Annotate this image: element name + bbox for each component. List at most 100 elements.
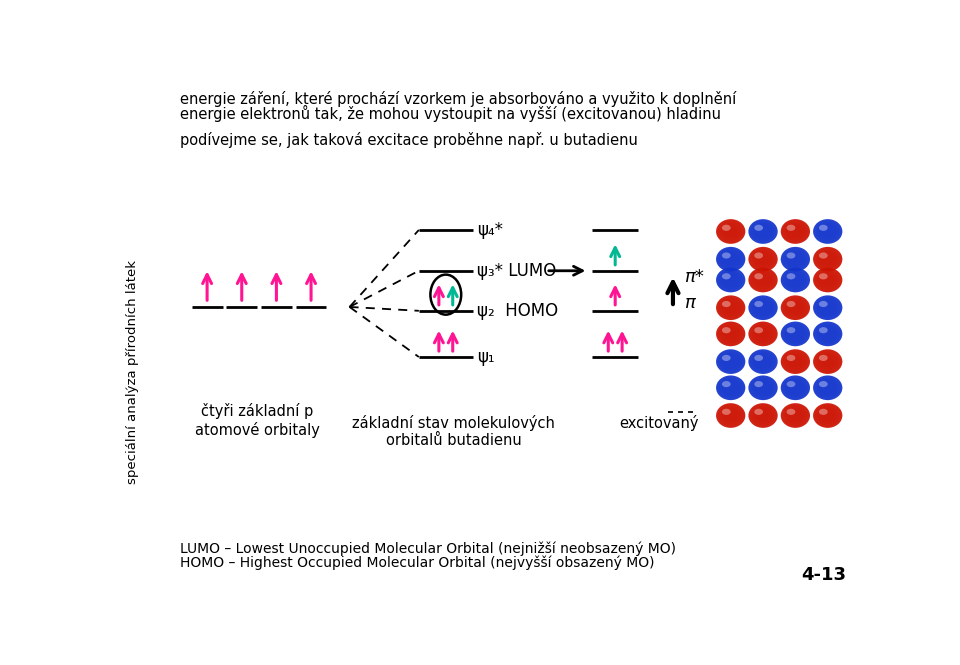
- Ellipse shape: [718, 297, 743, 319]
- Ellipse shape: [724, 274, 737, 286]
- Ellipse shape: [722, 381, 731, 387]
- Text: LUMO – Lowest Unoccupied Molecular Orbital (nejnižší neobsazený MO): LUMO – Lowest Unoccupied Molecular Orbit…: [180, 542, 676, 557]
- Ellipse shape: [725, 383, 736, 393]
- Ellipse shape: [821, 382, 834, 394]
- Text: 4-13: 4-13: [802, 566, 846, 584]
- Ellipse shape: [823, 384, 832, 392]
- Ellipse shape: [780, 376, 810, 400]
- Ellipse shape: [787, 409, 804, 422]
- Ellipse shape: [789, 329, 802, 339]
- Ellipse shape: [815, 351, 840, 372]
- Ellipse shape: [726, 276, 735, 284]
- Ellipse shape: [755, 355, 763, 361]
- Ellipse shape: [785, 251, 805, 267]
- Ellipse shape: [716, 219, 745, 244]
- Ellipse shape: [749, 403, 778, 428]
- Ellipse shape: [720, 250, 741, 268]
- Ellipse shape: [815, 269, 840, 291]
- Ellipse shape: [818, 251, 837, 267]
- Ellipse shape: [751, 351, 776, 372]
- Ellipse shape: [754, 272, 773, 288]
- Ellipse shape: [818, 407, 837, 424]
- Ellipse shape: [782, 405, 808, 426]
- Ellipse shape: [790, 412, 801, 420]
- Ellipse shape: [782, 323, 808, 344]
- Ellipse shape: [823, 255, 832, 263]
- Ellipse shape: [780, 295, 810, 320]
- Ellipse shape: [719, 249, 742, 269]
- Ellipse shape: [716, 322, 745, 346]
- Ellipse shape: [717, 350, 744, 373]
- Ellipse shape: [789, 275, 802, 285]
- Ellipse shape: [783, 406, 807, 426]
- Ellipse shape: [717, 404, 744, 427]
- Ellipse shape: [749, 219, 778, 244]
- Ellipse shape: [789, 227, 802, 237]
- Ellipse shape: [723, 301, 738, 315]
- Ellipse shape: [753, 271, 774, 289]
- Ellipse shape: [813, 403, 842, 428]
- Ellipse shape: [755, 252, 772, 267]
- Ellipse shape: [782, 269, 808, 291]
- Ellipse shape: [754, 223, 773, 239]
- Ellipse shape: [718, 221, 743, 242]
- Ellipse shape: [817, 325, 838, 343]
- Ellipse shape: [783, 352, 807, 372]
- Ellipse shape: [780, 376, 810, 400]
- Ellipse shape: [788, 274, 803, 286]
- Ellipse shape: [750, 350, 777, 373]
- Ellipse shape: [719, 324, 742, 344]
- Ellipse shape: [749, 322, 778, 346]
- Ellipse shape: [717, 220, 744, 243]
- Ellipse shape: [780, 403, 810, 428]
- Ellipse shape: [782, 221, 808, 242]
- Ellipse shape: [716, 376, 745, 400]
- Ellipse shape: [719, 378, 742, 398]
- Ellipse shape: [780, 268, 810, 293]
- Ellipse shape: [788, 410, 803, 421]
- Ellipse shape: [755, 273, 772, 287]
- Ellipse shape: [787, 327, 804, 340]
- Ellipse shape: [750, 220, 777, 243]
- Ellipse shape: [755, 273, 763, 279]
- Ellipse shape: [754, 353, 773, 370]
- Ellipse shape: [819, 381, 828, 387]
- Ellipse shape: [786, 408, 804, 423]
- Text: ψ₂  HOMO: ψ₂ HOMO: [477, 302, 559, 320]
- Ellipse shape: [756, 225, 770, 237]
- Ellipse shape: [757, 383, 769, 393]
- Ellipse shape: [786, 253, 796, 259]
- Ellipse shape: [783, 378, 807, 398]
- Ellipse shape: [780, 219, 810, 244]
- Ellipse shape: [749, 295, 778, 320]
- Ellipse shape: [726, 384, 735, 392]
- Ellipse shape: [781, 376, 809, 399]
- Ellipse shape: [721, 380, 740, 396]
- Ellipse shape: [785, 223, 805, 239]
- Ellipse shape: [755, 253, 763, 259]
- Ellipse shape: [722, 355, 731, 361]
- Ellipse shape: [755, 381, 763, 387]
- Ellipse shape: [721, 299, 740, 316]
- Ellipse shape: [820, 225, 835, 238]
- Ellipse shape: [789, 383, 802, 393]
- Ellipse shape: [820, 355, 835, 368]
- Ellipse shape: [725, 303, 736, 313]
- Ellipse shape: [725, 329, 736, 339]
- Ellipse shape: [818, 223, 837, 239]
- Ellipse shape: [716, 247, 745, 271]
- Ellipse shape: [722, 253, 731, 259]
- Ellipse shape: [725, 356, 736, 366]
- Ellipse shape: [722, 252, 739, 267]
- Ellipse shape: [813, 247, 842, 271]
- Ellipse shape: [786, 301, 804, 315]
- Text: čtyři základní p
atomové orbitaly: čtyři základní p atomové orbitaly: [195, 403, 320, 438]
- Ellipse shape: [814, 404, 841, 427]
- Ellipse shape: [717, 296, 744, 319]
- Text: excitovaný: excitovaný: [619, 415, 699, 431]
- Text: podívejme se, jak taková excitace proběhne např. u butadienu: podívejme se, jak taková excitace proběh…: [180, 132, 638, 148]
- Ellipse shape: [722, 301, 739, 315]
- Ellipse shape: [823, 412, 832, 420]
- Ellipse shape: [780, 295, 810, 320]
- Ellipse shape: [757, 254, 769, 264]
